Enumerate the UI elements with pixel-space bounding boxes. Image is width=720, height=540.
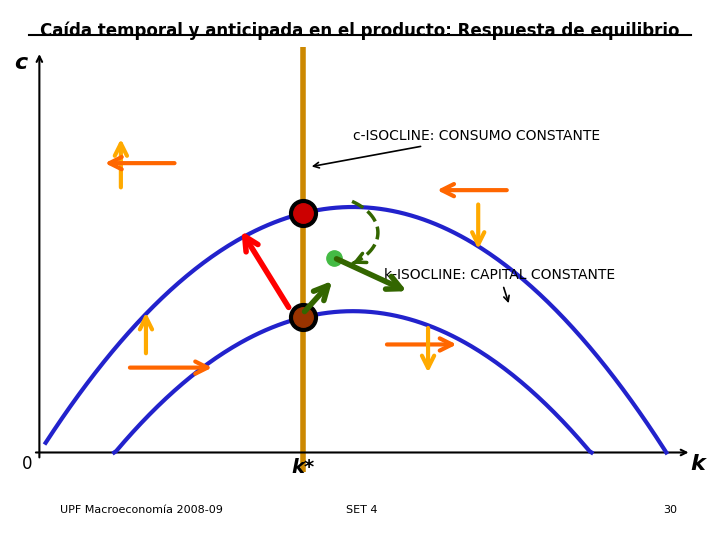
- Text: UPF Macroeconomía 2008-09: UPF Macroeconomía 2008-09: [60, 505, 223, 515]
- Text: c-ISOCLINE: CONSUMO CONSTANTE: c-ISOCLINE: CONSUMO CONSTANTE: [313, 129, 600, 168]
- Text: SET 4: SET 4: [346, 505, 378, 515]
- Text: k: k: [690, 454, 705, 474]
- Text: c: c: [14, 53, 27, 73]
- Text: 0: 0: [22, 455, 32, 473]
- Text: k-ISOCLINE: CAPITAL CONSTANTE: k-ISOCLINE: CAPITAL CONSTANTE: [384, 268, 616, 301]
- Text: Caída temporal y anticipada en el producto: Respuesta de equilibrio: Caída temporal y anticipada en el produc…: [40, 22, 680, 40]
- Text: 30: 30: [664, 505, 678, 515]
- Text: k*: k*: [291, 458, 315, 477]
